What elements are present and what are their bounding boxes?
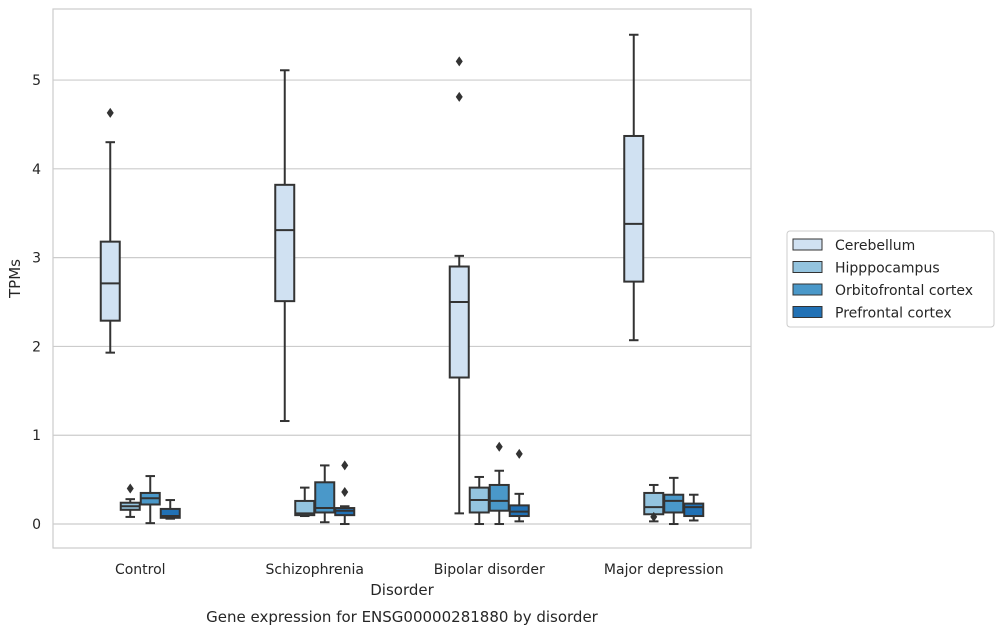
grid-lines [53, 79, 751, 525]
y-tick-label: 2 [32, 339, 41, 355]
box-iqr [488, 483, 510, 512]
box-prefrontal-cortex [508, 448, 530, 523]
outlier-point [106, 107, 114, 118]
box-prefrontal-cortex [334, 460, 356, 526]
legend: Cerebellum Hipppocampus Orbitofrontal cort… [786, 230, 995, 328]
x-tick-label: Control [115, 562, 166, 578]
x-axis-label: Disorder [370, 581, 434, 599]
legend-label: Cerebellum [835, 238, 915, 254]
legend-swatch [792, 261, 823, 273]
box-iqr [623, 134, 645, 283]
legend-label: Hipppocampus [835, 261, 940, 277]
box-cerebellum [448, 56, 470, 515]
chart-title: Gene expression for ENSG00000281880 by d… [206, 608, 599, 626]
box-iqr [448, 265, 470, 379]
legend-label: Orbitofrontal cortex [835, 283, 973, 299]
legend-swatch [792, 238, 823, 251]
y-axis-label: TPMs [6, 259, 24, 299]
outlier-point [455, 56, 463, 67]
outlier-point [341, 487, 349, 498]
box-orbitofrontal-cortex [488, 441, 510, 526]
outlier-point [650, 511, 658, 522]
y-tick-label: 1 [32, 428, 41, 444]
box-iqr [683, 502, 705, 518]
y-tick-label: 3 [32, 251, 41, 267]
outlier-point [126, 483, 134, 494]
outlier-point [515, 448, 523, 459]
box-orbitofrontal-cortex [314, 464, 336, 524]
box-iqr [274, 183, 296, 303]
box-iqr [663, 493, 685, 514]
box-prefrontal-cortex [159, 499, 181, 520]
box-prefrontal-cortex [683, 493, 705, 522]
legend-swatch [792, 283, 823, 296]
y-tick-label: 4 [32, 162, 41, 178]
box-hipppocampus [119, 483, 141, 518]
box-hipppocampus [468, 475, 490, 526]
x-axis-ticks: Control Schizophrenia Bipolar disorder Majo… [115, 562, 724, 578]
box-cerebellum [623, 33, 645, 342]
outlier-point [341, 460, 349, 471]
box-iqr [159, 507, 181, 519]
boxes-layer [99, 33, 705, 526]
y-tick-label: 5 [32, 73, 41, 89]
box-hipppocampus [643, 483, 665, 523]
y-axis-ticks: 0 1 2 3 4 5 [32, 73, 41, 533]
x-tick-label: Major depression [604, 562, 724, 578]
legend-swatch [792, 306, 823, 318]
legend-frame [786, 230, 995, 328]
box-iqr [643, 491, 665, 516]
plot-frame [52, 8, 752, 549]
box-hipppocampus [294, 486, 316, 518]
box-cerebellum [99, 107, 121, 354]
outlier-point [455, 91, 463, 102]
box-orbitofrontal-cortex [139, 475, 161, 525]
legend-label: Prefrontal cortex [835, 306, 952, 322]
box-orbitofrontal-cortex [663, 476, 685, 526]
x-tick-label: Bipolar disorder [434, 562, 545, 578]
box-cerebellum [274, 69, 296, 423]
box-iqr [314, 481, 336, 514]
x-tick-label: Schizophrenia [266, 562, 364, 578]
outlier-point [495, 441, 503, 452]
y-tick-label: 0 [32, 517, 41, 533]
box-iqr [99, 240, 121, 322]
